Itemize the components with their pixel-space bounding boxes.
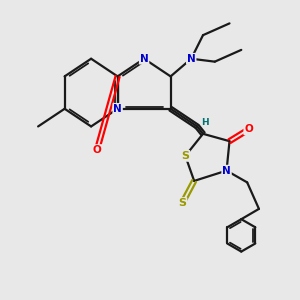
Text: N: N <box>140 54 148 64</box>
Text: S: S <box>178 198 186 208</box>
Text: O: O <box>244 124 253 134</box>
Text: N: N <box>222 166 231 176</box>
Text: S: S <box>181 151 189 161</box>
Text: N: N <box>113 104 122 114</box>
Text: H: H <box>201 118 208 127</box>
Text: O: O <box>93 145 101 155</box>
Text: N: N <box>187 54 196 64</box>
